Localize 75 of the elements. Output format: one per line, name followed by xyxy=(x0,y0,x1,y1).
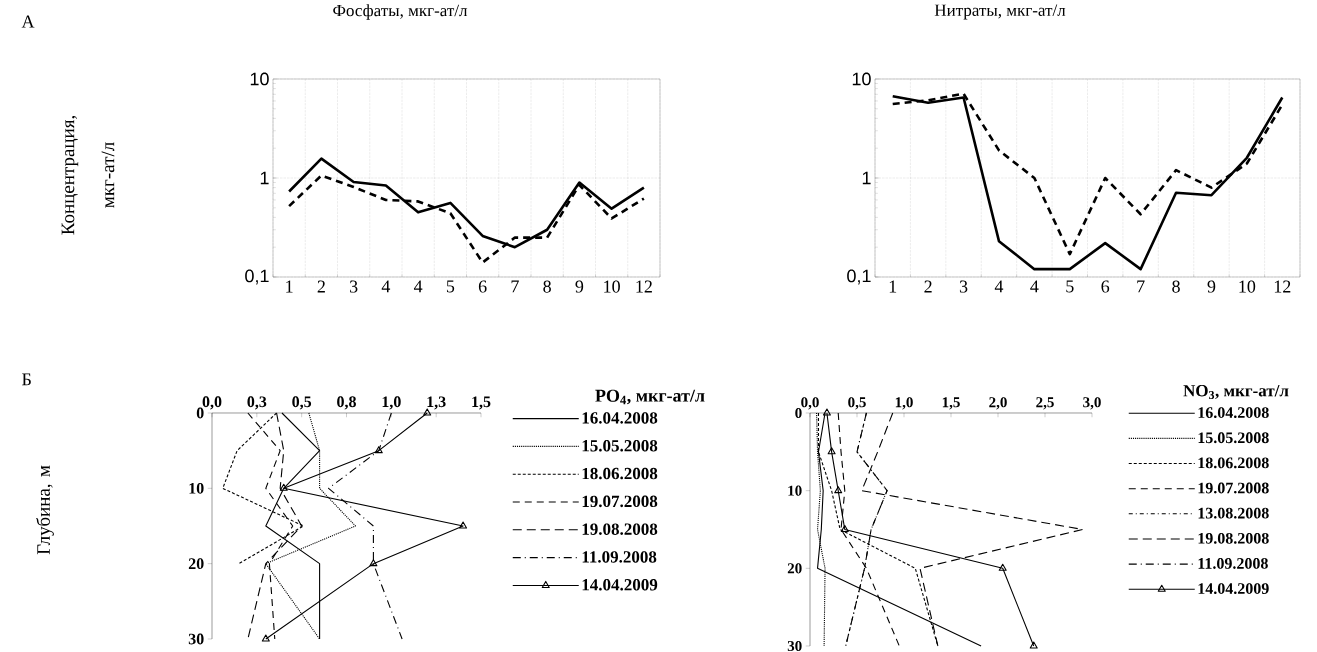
x-tick-label: 0,3 xyxy=(247,396,267,410)
y-tick-label: 30 xyxy=(188,633,204,645)
legend-label: 14.04.2009 xyxy=(1198,583,1269,595)
x-tick-label: 1,0 xyxy=(382,396,401,410)
x-tick-label: 2,0 xyxy=(989,397,1007,410)
legend-label: 13.08.2008 xyxy=(1198,507,1269,519)
y-tick-label: 10 xyxy=(189,482,204,494)
legend-title: NO$_{3}$, мкг-ат/л xyxy=(1183,385,1289,399)
x-tick-label: 0,8 xyxy=(337,396,356,410)
x-tick-label: 12 xyxy=(636,280,652,293)
legend-title: PO$_{4}$, мкг-ат/л xyxy=(595,389,705,405)
x-tick-label: 8 xyxy=(1172,280,1180,293)
x-tick-label: 3,0 xyxy=(1083,397,1101,410)
legend-label: 15.05.2008 xyxy=(582,440,658,452)
legend-label: 11.09.2008 xyxy=(1198,558,1268,569)
x-tick-label: 2,5 xyxy=(1036,397,1054,410)
chart-title: Фосфаты, мкг-ат/л xyxy=(333,4,468,20)
y-tick-label: 0,1 xyxy=(847,269,871,285)
y-tick-label: 0 xyxy=(795,407,802,419)
chart-title: Нитраты, мкг-ат/л xyxy=(934,4,1066,20)
legend-label: 19.07.2008 xyxy=(582,495,658,508)
y-tick-label: 20 xyxy=(787,563,802,574)
x-tick-label: 0,5 xyxy=(848,397,866,410)
text: Б xyxy=(22,373,31,386)
x-tick-label: 5 xyxy=(1066,280,1074,293)
y-tick-label: 0 xyxy=(196,407,204,419)
x-tick-label: 1,5 xyxy=(472,396,491,410)
x-tick-label: 10 xyxy=(1239,280,1256,293)
x-tick-label: 7 xyxy=(511,280,519,293)
legend-label: 19.07.2008 xyxy=(1198,482,1269,494)
y-tick-label: 30 xyxy=(787,640,802,652)
x-tick-label: 4 xyxy=(1030,280,1039,293)
x-tick-label: 7 xyxy=(1137,280,1145,293)
y-tick-label: 0,1 xyxy=(245,269,269,285)
x-tick-label: 10 xyxy=(604,280,620,293)
x-tick-label: 8 xyxy=(543,280,551,293)
x-tick-label: 9 xyxy=(1207,280,1216,293)
x-tick-label: 2 xyxy=(924,280,932,293)
legend-label: 11.09.2008 xyxy=(582,551,657,563)
text: А xyxy=(21,15,35,28)
legend-label: 19.08.2008 xyxy=(582,523,658,535)
text: Концентрация, мкг-ат/л xyxy=(61,115,115,235)
x-tick-label: 4 xyxy=(994,280,1004,293)
x-tick-label: 6 xyxy=(478,280,487,293)
legend-label: 18.06.2008 xyxy=(582,467,658,480)
x-tick-label: 2 xyxy=(317,280,325,293)
x-tick-label: 1 xyxy=(889,280,897,293)
legend-label: 19.08.2008 xyxy=(1198,532,1269,544)
y-tick-label: 10 xyxy=(852,72,871,86)
x-tick-label: 3 xyxy=(349,280,358,293)
y-tick-label: 10 xyxy=(250,72,269,86)
x-tick-label: 12 xyxy=(1274,280,1291,293)
y-tick-label: 10 xyxy=(788,485,802,496)
x-tick-label: 3 xyxy=(959,280,968,293)
y-tick-label: 20 xyxy=(188,558,204,570)
x-tick-label: 0,5 xyxy=(292,396,312,410)
y-tick-label: 1 xyxy=(862,171,871,185)
x-tick-label: 1,3 xyxy=(427,396,446,410)
x-tick-label: 0,0 xyxy=(801,397,819,410)
x-tick-label: 5 xyxy=(446,280,455,293)
legend-label: 15.05.2008 xyxy=(1198,432,1269,444)
y-tick-label: 1 xyxy=(260,171,269,185)
y-axis-title: Глубина, м xyxy=(36,465,54,555)
x-tick-label: 6 xyxy=(1101,280,1110,293)
legend-label: 14.04.2009 xyxy=(582,579,658,591)
x-tick-label: 4 xyxy=(413,280,423,293)
x-tick-label: 1 xyxy=(286,280,293,293)
legend-label: 16.04.2008 xyxy=(582,412,658,424)
x-tick-label: 9 xyxy=(575,280,584,293)
legend-label: 16.04.2008 xyxy=(1198,407,1269,419)
x-tick-label: 0,0 xyxy=(202,396,222,410)
x-tick-label: 1,5 xyxy=(942,397,960,410)
x-tick-label: 4 xyxy=(381,280,391,293)
legend-label: 18.06.2008 xyxy=(1198,457,1269,469)
x-tick-label: 1,0 xyxy=(895,397,913,410)
